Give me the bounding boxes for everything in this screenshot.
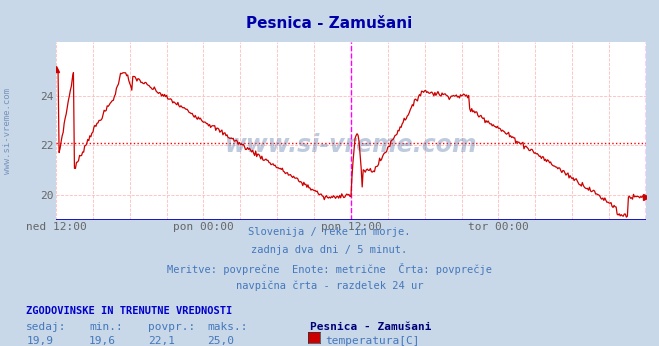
Text: 19,9: 19,9: [26, 336, 53, 346]
Text: Slovenija / reke in morje.: Slovenija / reke in morje.: [248, 227, 411, 237]
Text: temperatura[C]: temperatura[C]: [326, 336, 420, 346]
Text: Meritve: povprečne  Enote: metrične  Črta: povprečje: Meritve: povprečne Enote: metrične Črta:…: [167, 263, 492, 275]
Text: Pesnica - Zamušani: Pesnica - Zamušani: [246, 16, 413, 30]
Text: www.si-vreme.com: www.si-vreme.com: [225, 133, 477, 157]
Text: povpr.:: povpr.:: [148, 322, 196, 333]
Text: maks.:: maks.:: [208, 322, 248, 333]
Text: sedaj:: sedaj:: [26, 322, 67, 333]
Text: navpična črta - razdelek 24 ur: navpična črta - razdelek 24 ur: [236, 281, 423, 291]
Text: 25,0: 25,0: [208, 336, 235, 346]
Text: zadnja dva dni / 5 minut.: zadnja dva dni / 5 minut.: [251, 245, 408, 255]
Text: ZGODOVINSKE IN TRENUTNE VREDNOSTI: ZGODOVINSKE IN TRENUTNE VREDNOSTI: [26, 306, 233, 316]
Text: min.:: min.:: [89, 322, 123, 333]
Text: www.si-vreme.com: www.si-vreme.com: [3, 89, 13, 174]
Text: Pesnica - Zamušani: Pesnica - Zamušani: [310, 322, 431, 333]
Text: 19,6: 19,6: [89, 336, 116, 346]
Text: 22,1: 22,1: [148, 336, 175, 346]
